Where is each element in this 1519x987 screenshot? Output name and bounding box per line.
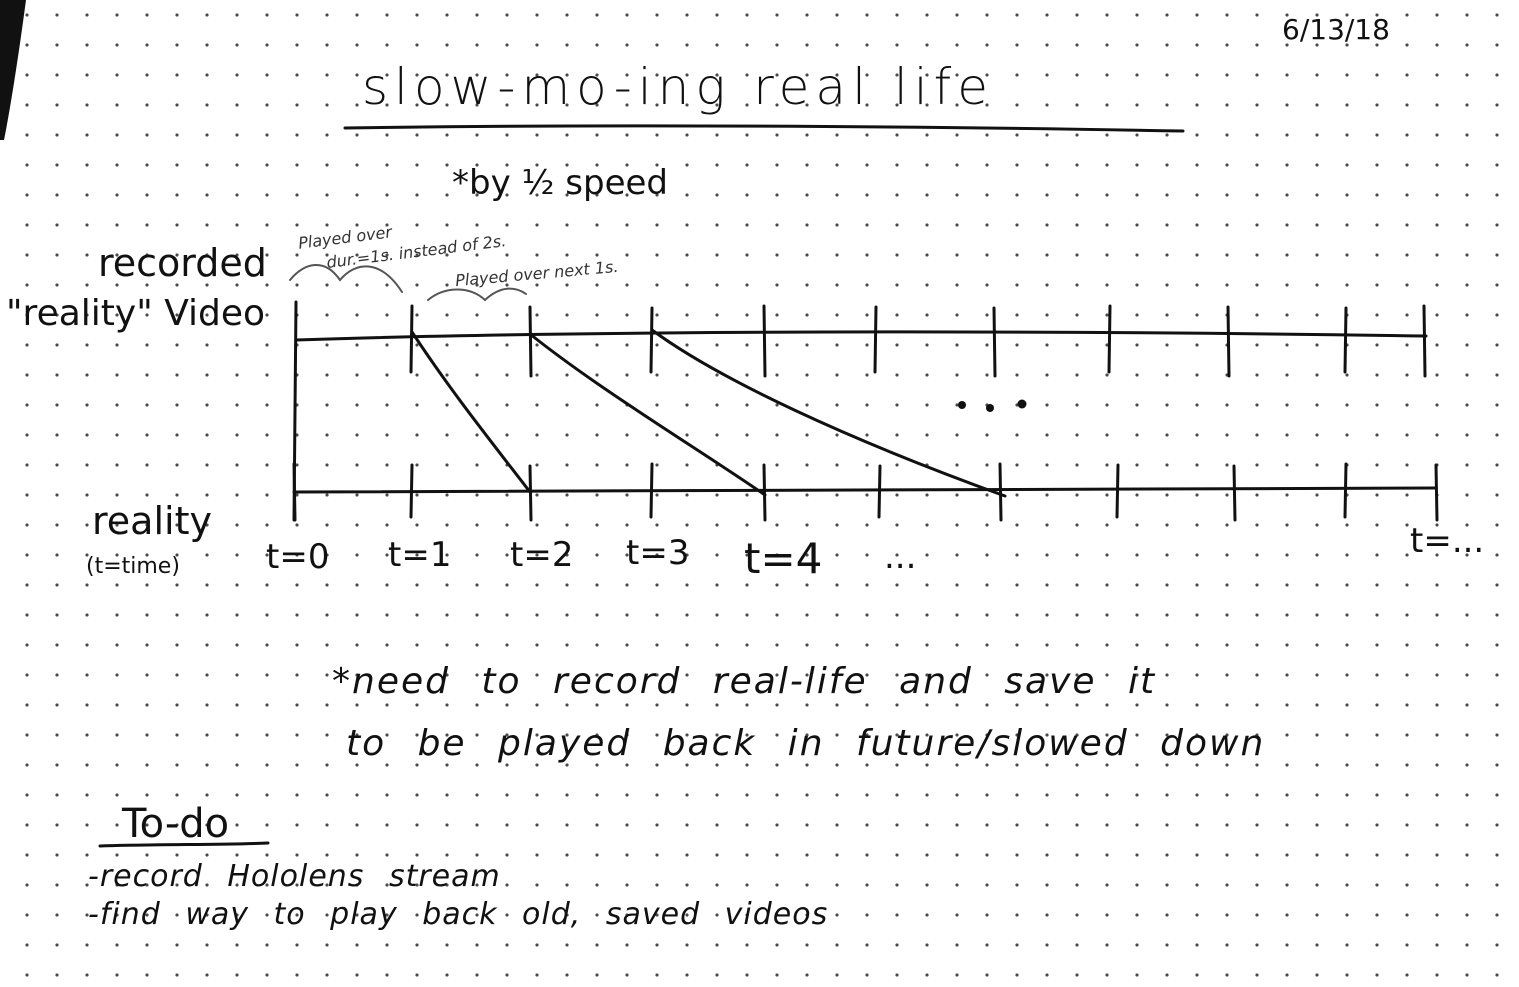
reality-timeline-tick [409,463,414,519]
recorded-timeline-tick [1226,305,1231,378]
brace-first-interval [289,264,403,293]
ellipsis-dot [986,404,994,412]
mapping-line-1 [410,330,532,494]
recorded-timeline-tick [649,306,654,374]
reality-timeline-tick [649,462,654,519]
recorded-timeline-tick [1107,304,1112,374]
time-label-t2: t=2 [510,535,574,575]
time-label-end: t=... [1410,521,1485,561]
recorded-timeline-tick [762,304,767,378]
todo-item-1: -record Hololens stream [88,859,501,894]
page-title: slow-mo-ing real life [362,58,995,116]
reality-timeline-tick [762,463,767,522]
reality-timeline-tick [1343,462,1348,519]
reality-timeline-tick [1232,464,1237,522]
reality-sublabel: (t=time) [86,554,180,579]
note-line-2: to be played back in future/slowed down [346,723,1266,764]
brace-second-interval [427,287,527,302]
reality-video-label: "reality" Video [6,293,266,334]
recorded-timeline-tick [873,305,878,374]
reality-timeline-tick [1434,463,1439,522]
recorded-label: recorded [98,241,267,285]
recorded-timeline-tick [409,304,414,374]
recorded-timeline-tick [992,306,997,378]
reality-timeline-tick [1115,463,1120,519]
note-line-1: *need to record real-life and save it [332,661,1157,702]
todo-heading: To-do [122,801,230,847]
reality-timeline-tick [998,462,1003,522]
ellipsis-dot [1017,399,1027,409]
recorded-timeline-tick [528,305,533,378]
mapping-line-2 [528,332,767,497]
date-label: 6/13/18 [1282,13,1390,46]
time-label-t3: t=3 [626,533,690,573]
time-label-t4: t=4 [744,534,823,583]
time-label-ellipsis: ... [884,537,917,577]
mapping-line-3 [650,328,1007,498]
speed-subtitle: *by ½ speed [452,163,668,203]
reality-timeline-tick [877,464,882,519]
reality-timeline-tick [292,462,297,522]
reality-timeline [292,486,1438,494]
reality-label: reality [92,499,212,543]
time-label-t0: t=0 [266,537,330,577]
recorded-video-timeline [294,330,1428,342]
recorded-timeline-tick [1343,306,1348,374]
ellipsis-dot [958,401,966,409]
todo-item-2: -find way to play back old, saved videos [88,897,829,932]
time-label-t1: t=1 [388,535,452,575]
recorded-timeline-tick [1422,304,1427,378]
